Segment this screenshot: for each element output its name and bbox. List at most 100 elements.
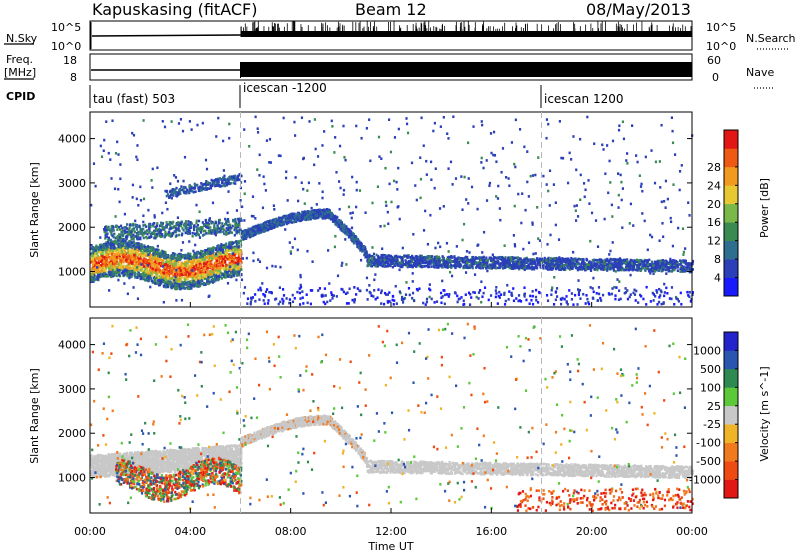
power-cell [192,235,194,238]
power-cell [346,227,348,230]
power-cell [169,272,171,275]
power-cell [293,221,295,224]
power-cell [133,254,135,257]
power-cell [126,227,128,230]
power-cell [112,226,114,229]
power-cell [140,232,142,235]
power-cell [324,217,326,220]
power-cell [362,247,364,250]
cpid-segment-1: icescan -1200 [243,81,327,95]
power-cell [193,259,195,262]
power-cell [131,242,133,245]
power-cell [183,229,185,232]
power-cell [121,249,123,252]
power-cell [119,228,121,231]
power-cell [129,270,131,273]
power-cell [219,178,221,181]
power-cell [189,222,191,225]
power-cell [222,264,224,267]
power-cell [173,270,175,273]
power-cell [104,247,106,250]
power-cell [297,213,299,216]
power-cell [331,214,333,217]
power-cell [267,226,269,229]
power-cell [109,273,111,276]
power-cell [160,263,162,266]
power-cell [213,225,215,228]
power-cell [152,271,154,274]
power-cell [273,221,275,224]
power-cell [122,247,124,250]
power-cell [357,238,359,241]
power-cell [156,222,158,225]
power-cell [202,254,204,257]
power-cell [106,229,108,232]
power-cell [108,271,110,274]
power-cell [224,261,226,264]
power-cell [165,286,167,289]
power-cell [135,263,137,266]
power-cell [544,257,546,260]
power-cell [263,230,265,233]
power-cell [108,226,110,229]
power-cell [195,252,197,255]
power-cell [144,261,146,264]
power-cell [129,227,131,230]
power-cell [93,250,95,253]
power-cell [216,260,218,263]
power-cell [145,230,147,233]
power-cell [229,259,231,262]
power-cell [184,264,186,267]
power-cell [177,191,179,194]
power-cell [180,185,182,188]
power-cell [156,259,158,262]
power-cell [136,228,138,231]
power-cell [180,270,182,273]
power-cell [110,262,112,265]
power-cell [177,221,179,224]
power-cell [116,275,118,278]
power-cell [231,175,233,178]
power-cell [240,239,242,242]
power-cell [182,270,184,273]
power-cell [356,240,358,243]
power-cell [229,175,231,178]
power-cell [154,258,156,261]
power-cell [330,218,332,221]
nsky-panel: N.Sky 10^5 10^0 10^5 10^0 N.Search [4,21,796,53]
power-cell [225,233,227,236]
power-cell [116,253,118,256]
power-cell [343,226,345,229]
power-cell [222,228,224,231]
power-cell [182,264,184,267]
power-cell [140,249,142,252]
power-cell [350,233,352,236]
power-cell [214,231,216,234]
power-cell [186,229,188,232]
power-cell [200,226,202,229]
power-cell [116,228,118,231]
power-cell [233,274,235,277]
power-cell [195,284,197,287]
power-cell [279,220,281,223]
power-cell [160,235,162,238]
power-cell [118,226,120,229]
freq-label-1: Freq. [6,53,33,66]
power-cell [129,224,131,227]
power-cell [125,256,127,259]
power-cell [193,229,195,232]
power-cell [121,272,123,275]
power-cell [152,225,154,228]
power-cell [193,225,195,228]
power-cell [105,232,107,235]
power-cell [177,227,179,230]
power-cell [198,274,200,277]
power-cell [214,277,216,280]
power-cell [106,254,108,257]
power-cell [150,233,152,236]
power-cell [127,247,129,250]
power-cell [211,276,213,279]
nsky-tick-bottom: 10^0 [51,40,81,53]
power-cell [135,235,137,238]
power-cell [175,228,177,231]
